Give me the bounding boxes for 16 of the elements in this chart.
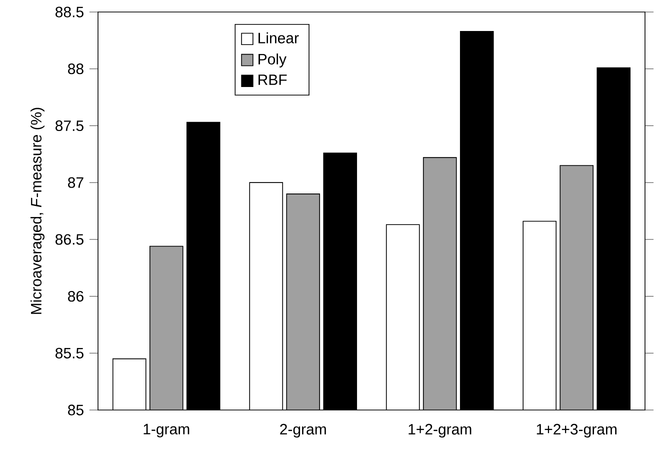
- x-tick-label: 1+2-gram: [408, 424, 472, 438]
- y-tick-label: 86: [68, 290, 84, 302]
- y-tick-label: 86.5: [56, 234, 84, 245]
- legend-label: Linear: [258, 32, 299, 44]
- y-tick-label: 85: [68, 404, 84, 416]
- legend-label: RBF: [258, 74, 287, 85]
- y-tick-label: 88.5: [56, 6, 84, 18]
- y-tick-label: 87: [68, 177, 84, 188]
- y-axis-title: Microaveraged, F-measure (%): [30, 108, 44, 314]
- x-tick-label: 1-gram: [144, 424, 190, 438]
- legend-label: Poly: [258, 53, 286, 68]
- x-tick-label: 2-gram: [280, 424, 326, 438]
- y-tick-label: 88: [68, 64, 84, 74]
- y-tick-label: 87.5: [56, 120, 84, 132]
- y-tick-label: 85.5: [56, 348, 84, 358]
- x-tick-label: 1+2+3-gram: [536, 424, 616, 438]
